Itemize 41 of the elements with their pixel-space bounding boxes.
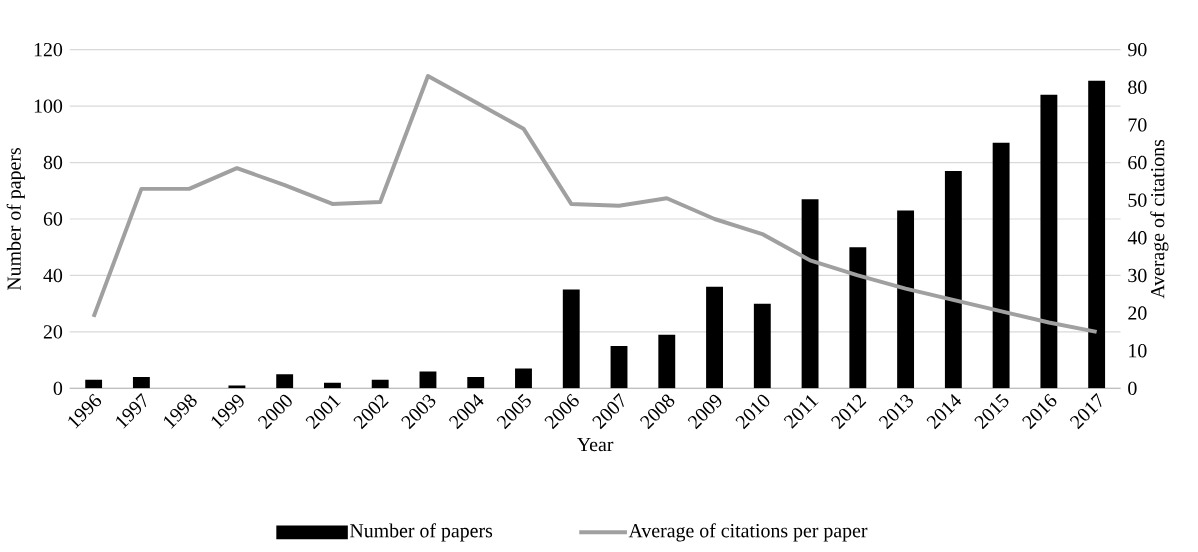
bar bbox=[849, 247, 867, 389]
bar bbox=[897, 210, 915, 389]
y-tick-label: 60 bbox=[43, 212, 63, 226]
legend-label: Number of papers bbox=[350, 523, 493, 542]
bar bbox=[801, 199, 819, 389]
bar bbox=[132, 376, 150, 389]
y2-axis-title: Average of citations bbox=[1150, 139, 1169, 299]
y2-tick-label: 10 bbox=[1129, 343, 1147, 358]
y2-tick-label: 30 bbox=[1128, 268, 1147, 283]
y2-tick-label: 90 bbox=[1128, 42, 1147, 57]
bar bbox=[371, 379, 389, 389]
y2-tick-label: 50 bbox=[1128, 193, 1147, 207]
bar bbox=[992, 142, 1010, 389]
bar bbox=[467, 376, 485, 389]
bar bbox=[419, 371, 437, 389]
y-tick-label: 80 bbox=[43, 155, 63, 170]
y2-tick-label: 0 bbox=[1128, 381, 1137, 395]
legend-label: Average of citations per paper bbox=[628, 523, 868, 542]
y-tick-label: 100 bbox=[34, 99, 63, 113]
y2-tick-label: 20 bbox=[1128, 306, 1147, 320]
x-axis-title: Year bbox=[577, 437, 614, 452]
y-tick-label: 40 bbox=[43, 268, 63, 283]
bar bbox=[944, 170, 962, 389]
y2-tick-label: 80 bbox=[1128, 80, 1147, 94]
bar bbox=[706, 286, 723, 389]
y2-tick-label: 70 bbox=[1128, 118, 1147, 132]
y2-tick-label: 60 bbox=[1128, 155, 1147, 170]
bar bbox=[85, 379, 103, 389]
bar bbox=[753, 303, 771, 389]
bar bbox=[658, 334, 676, 389]
y-axis-title: Number of papers bbox=[6, 147, 25, 291]
bar bbox=[1040, 94, 1058, 389]
bar bbox=[562, 289, 580, 389]
bar bbox=[276, 374, 294, 389]
y2-tick-label: 40 bbox=[1127, 231, 1147, 245]
bar bbox=[1088, 80, 1106, 389]
y-tick-label: 20 bbox=[43, 325, 63, 339]
bar bbox=[610, 345, 628, 389]
bar bbox=[515, 368, 532, 389]
y-tick-label: 0 bbox=[53, 381, 63, 395]
y-tick-label: 120 bbox=[34, 42, 63, 57]
